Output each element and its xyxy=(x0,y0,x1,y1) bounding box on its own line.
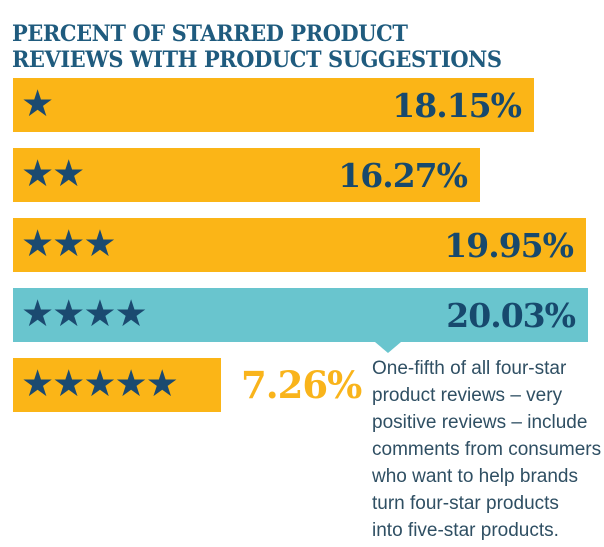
chart-title: PERCENT OF STARRED PRODUCT REVIEWS WITH … xyxy=(12,21,502,73)
annotation-text: One-fifth of all four-star product review… xyxy=(372,355,602,544)
annotation-line: positive reviews – include xyxy=(372,412,588,433)
star-icon-group: ★★★★ xyxy=(21,292,148,335)
bar-value-label: 16.27% xyxy=(338,155,468,195)
bar-fill-5-star: ★★★★★ xyxy=(13,358,221,412)
annotation-line: comments from consumers xyxy=(372,439,602,460)
star-icon-group: ★★ xyxy=(21,152,85,195)
chart-title-line-1: PERCENT OF STARRED PRODUCT xyxy=(12,21,408,47)
annotation-line: One-fifth of all four-star xyxy=(372,358,567,379)
bar-value-label: 7.26% xyxy=(241,362,362,407)
bar-row-5-star: ★★★★★ 7.26% xyxy=(13,358,362,412)
star-icon-group: ★ xyxy=(21,82,54,125)
bar-fill-2-star: ★★ 16.27% xyxy=(13,148,480,202)
star-icon-group: ★★★★★ xyxy=(21,362,179,405)
bar-row-2-star: ★★ 16.27% xyxy=(13,148,480,202)
bar-value-label: 18.15% xyxy=(392,85,522,125)
bar-fill-1-star: ★ 18.15% xyxy=(13,78,534,132)
bar-value-label: 19.95% xyxy=(444,225,574,265)
bar-row-3-star: ★★★ 19.95% xyxy=(13,218,586,272)
annotation-line: turn four-star products xyxy=(372,493,559,514)
bar-row-4-star: ★★★★ 20.03% xyxy=(13,288,588,353)
star-icon-group: ★★★ xyxy=(21,222,117,265)
bar-fill-4-star: ★★★★ 20.03% xyxy=(13,288,588,353)
bar-row-1-star: ★ 18.15% xyxy=(13,78,534,132)
bar-fill-3-star: ★★★ 19.95% xyxy=(13,218,586,272)
callout-pointer-icon xyxy=(375,342,401,353)
annotation-line: product reviews – very xyxy=(372,385,563,406)
annotation-line: who want to help brands xyxy=(372,466,578,487)
annotation-line: into five-star products. xyxy=(372,520,559,541)
bar-value-label: 20.03% xyxy=(446,295,576,335)
chart-title-line-2: REVIEWS WITH PRODUCT SUGGESTIONS xyxy=(12,47,502,73)
